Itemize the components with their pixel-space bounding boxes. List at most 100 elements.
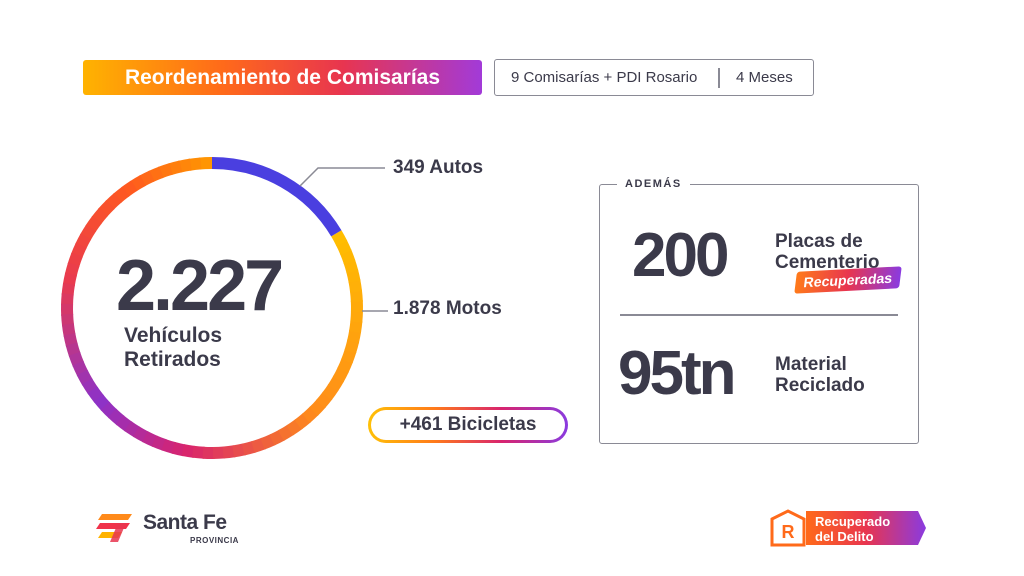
ring-segment bbox=[309, 399, 326, 416]
extra-heading: ADEMÁS bbox=[617, 176, 690, 192]
ring-segment bbox=[188, 157, 202, 171]
ring-segment bbox=[68, 351, 85, 368]
ring-segment bbox=[212, 446, 226, 459]
stat-label: Reciclado bbox=[775, 375, 865, 396]
ring-segment bbox=[294, 412, 312, 430]
brand-sub: PROVINCIA bbox=[190, 536, 239, 545]
ring-segment bbox=[161, 438, 177, 454]
ring-segment bbox=[63, 333, 78, 348]
ring-segment bbox=[322, 383, 339, 401]
recuperado-badge: R bbox=[770, 509, 926, 547]
santa-fe-logo bbox=[96, 514, 132, 542]
ring-segment bbox=[98, 200, 115, 217]
total-label: Vehículos bbox=[124, 324, 223, 347]
stat-label: Placas de bbox=[775, 231, 863, 252]
ring-segment bbox=[286, 418, 303, 436]
ring-segment bbox=[347, 329, 362, 344]
ring-segment bbox=[192, 445, 205, 459]
total: 2.227 bbox=[116, 246, 284, 326]
ring-segment bbox=[157, 163, 173, 179]
ring-segment bbox=[269, 429, 286, 446]
callout-line bbox=[299, 167, 385, 187]
stat-value: 95tn bbox=[618, 339, 736, 408]
ring-segment bbox=[349, 289, 363, 303]
ring-segment bbox=[350, 310, 363, 323]
total-label: Retirados bbox=[124, 348, 221, 371]
ring-segment bbox=[327, 375, 345, 392]
ring-segment bbox=[343, 258, 359, 274]
ring-segment bbox=[339, 248, 356, 265]
ring-segment bbox=[71, 242, 87, 259]
tag-divider bbox=[718, 68, 720, 88]
ring-segment bbox=[348, 279, 363, 293]
ring-segment bbox=[62, 272, 77, 287]
ring-segment bbox=[64, 262, 80, 277]
ring-segment bbox=[260, 433, 276, 450]
ring-segment bbox=[112, 186, 130, 204]
callout: +461 Bicicletas bbox=[371, 410, 565, 440]
ring-segment bbox=[222, 445, 236, 459]
ring-segment bbox=[241, 440, 257, 456]
ring-segment bbox=[278, 424, 295, 441]
ring-segment bbox=[232, 443, 246, 458]
extra-box bbox=[599, 184, 919, 444]
ring-segment bbox=[251, 437, 267, 453]
callout: 1.878 Motos bbox=[393, 298, 502, 319]
ring-segment bbox=[349, 320, 363, 334]
svg-text:R: R bbox=[782, 522, 795, 542]
ring-segment bbox=[76, 369, 93, 386]
ring-segment bbox=[61, 313, 75, 327]
ring-segment bbox=[81, 378, 99, 395]
stat-label: Cementerio bbox=[775, 252, 880, 273]
tag: 9 Comisarías + PDI Rosario bbox=[511, 69, 698, 86]
ring-segment bbox=[115, 415, 133, 432]
ring-segment bbox=[91, 207, 109, 225]
ring-segment bbox=[331, 230, 348, 247]
ring-segment bbox=[181, 444, 196, 458]
ring-segment bbox=[124, 420, 141, 438]
ring-segment bbox=[142, 431, 158, 447]
ring-segment bbox=[148, 166, 164, 183]
ring-segment bbox=[129, 175, 146, 192]
ring-segment bbox=[61, 293, 74, 306]
callout-pill: +461 Bicicletas bbox=[368, 407, 568, 443]
ring-segment bbox=[72, 360, 89, 377]
stat-label: Material bbox=[775, 354, 847, 375]
ring-segment bbox=[65, 342, 81, 358]
brand-name: Santa Fe bbox=[143, 511, 227, 534]
ring-segment bbox=[332, 366, 349, 383]
ring-segment bbox=[132, 426, 149, 443]
title: Reordenamiento de Comisarías bbox=[83, 60, 482, 95]
ring-segment bbox=[151, 435, 167, 451]
recuperado-text: del Delito bbox=[815, 529, 874, 544]
ring-segment bbox=[87, 386, 105, 404]
ring-segment bbox=[346, 268, 361, 283]
ring-segment bbox=[61, 323, 76, 337]
ring-segment bbox=[211, 157, 342, 237]
ring-segment bbox=[67, 252, 83, 268]
ring-segment bbox=[85, 215, 102, 233]
recuperado-text: Recuperado bbox=[815, 514, 891, 529]
ring-segment bbox=[302, 406, 319, 423]
tag: 4 Meses bbox=[736, 69, 793, 86]
tag-box: 9 Comisarías + PDI Rosario 4 Meses bbox=[494, 59, 814, 96]
stat-value: 200 bbox=[632, 221, 729, 290]
callout: 349 Autos bbox=[393, 157, 484, 178]
ring-segment bbox=[138, 170, 155, 187]
ring-segment bbox=[178, 158, 192, 173]
ring-segment bbox=[61, 282, 75, 296]
ring-segment bbox=[100, 401, 118, 419]
ring-segment bbox=[315, 391, 333, 409]
ring-segment bbox=[107, 408, 125, 426]
ring-segment bbox=[79, 224, 97, 241]
divider bbox=[620, 314, 898, 316]
ring-segment bbox=[198, 157, 212, 170]
ring-segment bbox=[105, 193, 122, 210]
ring-segment bbox=[171, 441, 186, 457]
ring-segment bbox=[121, 180, 138, 198]
ring-segment bbox=[344, 339, 360, 354]
ring-segment bbox=[93, 394, 111, 411]
